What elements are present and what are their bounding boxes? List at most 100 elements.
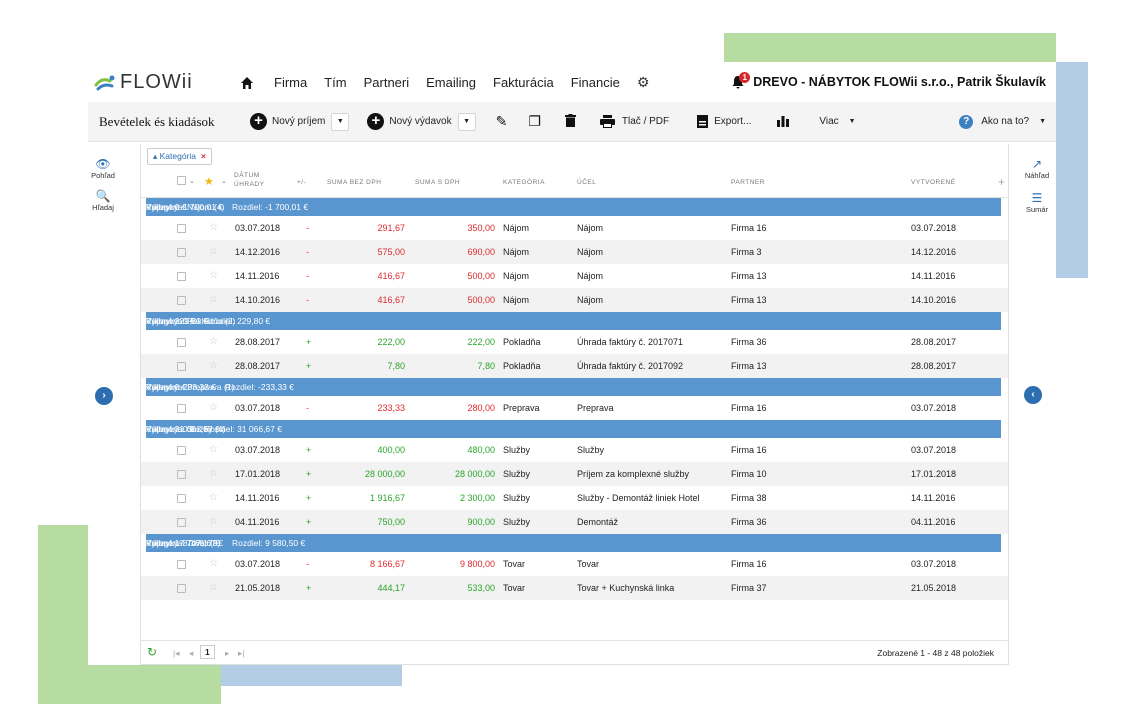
row-checkbox[interactable] (177, 560, 186, 569)
copy-icon[interactable]: ❐ (528, 113, 541, 129)
select-all-checkbox[interactable] (177, 176, 186, 185)
more-dropdown[interactable]: Viac ▼ (819, 116, 855, 127)
trash-icon[interactable] (564, 113, 576, 130)
help-button[interactable]: ? Ako na to? ▼ (959, 114, 1046, 129)
row-checkbox[interactable] (177, 518, 186, 527)
group-header-row[interactable]: Kategória: Preprava (1) Príjmy: 0 € Výdavk… (146, 378, 1001, 396)
page-number-input[interactable]: 1 (200, 645, 215, 659)
gear-icon[interactable]: ⚙ (636, 74, 650, 90)
table-row[interactable]: ☆ 04.11.2016 +750,00 900,00 Služby Demontáž Fi… (141, 510, 1008, 534)
edit-pencil-icon[interactable]: ✎ (495, 113, 508, 129)
column-header-gross[interactable]: SUMA S DPH (415, 179, 461, 186)
table-row[interactable]: ☆ 17.01.2018 +28 000,00 28 000,00 Služby Príj… (141, 462, 1008, 486)
print-pdf-button[interactable]: Tlač / PDF (599, 115, 669, 128)
nav-item-partneri[interactable]: Partneri (363, 75, 410, 90)
company-switcher[interactable]: 1 DREVO - NÁBYTOK FLOWii s.r.o., Patrik … (730, 72, 1046, 90)
category: Nájom (503, 271, 530, 281)
star-filter-icon[interactable]: ★ (204, 176, 215, 188)
table-row[interactable]: ☆ 28.08.2017 +7,80 7,80 Pokladňa Úhrada faktú… (141, 354, 1008, 378)
star-icon[interactable]: ☆ (209, 468, 218, 479)
star-icon[interactable]: ☆ (209, 336, 218, 347)
star-icon[interactable]: ☆ (209, 294, 218, 305)
column-header-purpose[interactable]: ÚČEL (577, 179, 597, 186)
summary-button[interactable]: ☰ Sumár (1022, 192, 1052, 215)
table-row[interactable]: ☆ 14.12.2016 - 575,00 690,00 Nájom Nájom Firma … (141, 240, 1008, 264)
next-page-icon[interactable]: ▸ (225, 648, 230, 658)
star-icon[interactable]: ☆ (209, 444, 218, 455)
table-row[interactable]: ☆ 03.07.2018 - 233,33 280,00 Preprava Preprava… (141, 396, 1008, 420)
search-button[interactable]: 🔍 Hľadaj (88, 190, 118, 213)
column-header-category[interactable]: KATEGÓRIA (503, 179, 545, 186)
chevron-down-icon[interactable]: ⌄ (189, 178, 196, 185)
home-icon[interactable] (240, 76, 254, 90)
row-checkbox[interactable] (177, 296, 186, 305)
star-icon[interactable]: ☆ (209, 492, 218, 503)
new-income-dropdown-button[interactable]: ▼ (331, 112, 350, 131)
star-icon[interactable]: ☆ (209, 270, 218, 281)
payment-date: 04.11.2016 (235, 517, 280, 527)
star-icon[interactable]: ☆ (209, 582, 218, 593)
row-checkbox[interactable] (177, 362, 186, 371)
star-icon[interactable]: ☆ (209, 558, 218, 569)
table-row[interactable]: ☆ 21.05.2018 +444,17 533,00 Tovar Tovar + Kuc… (141, 576, 1008, 600)
star-icon[interactable]: ☆ (209, 222, 218, 233)
close-icon[interactable]: × (201, 150, 206, 161)
preview-button[interactable]: ↗ Náhľad (1022, 158, 1052, 181)
bar-chart-icon[interactable] (777, 114, 790, 130)
created-date: 14.11.2016 (911, 271, 956, 281)
expand-left-button[interactable]: › (95, 387, 113, 405)
column-header-created[interactable]: VYTVORENÉ (911, 179, 956, 186)
table-row[interactable]: ☆ 03.07.2018 +400,00 480,00 Služby Služby Firm… (141, 438, 1008, 462)
refresh-icon[interactable]: ↻ (147, 645, 158, 659)
table-row[interactable]: ☆ 03.07.2018 - 8 166,67 9 800,00 Tovar Tovar Fi… (141, 552, 1008, 576)
first-page-icon[interactable]: |◂ (173, 648, 180, 658)
nav-item-tim[interactable]: Tím (324, 75, 347, 90)
column-header-sign[interactable]: +/- (297, 179, 307, 186)
logo[interactable]: FLOWii (94, 69, 193, 95)
row-checkbox[interactable] (177, 338, 186, 347)
nav-item-fakturacia[interactable]: Fakturácia (493, 75, 554, 90)
column-header-date[interactable]: DÁTUM ÚHRADY (234, 172, 265, 188)
row-checkbox[interactable] (177, 248, 186, 257)
add-column-icon[interactable]: + (998, 175, 1006, 189)
category: Služby (503, 493, 531, 503)
group-header-row[interactable]: Kategória: Služby (4) Príjmy: 31 066,67 €… (146, 420, 1001, 438)
nav-item-financie[interactable]: Financie (570, 75, 620, 90)
row-checkbox[interactable] (177, 224, 186, 233)
new-income-button[interactable]: + Nový príjem (250, 113, 325, 130)
star-icon[interactable]: ☆ (209, 402, 218, 413)
table-row[interactable]: ☆ 28.08.2017 +222,00 222,00 Pokladňa Úhrada f… (141, 330, 1008, 354)
group-header-row[interactable]: Kategória: Pokladňa (2) Príjmy: 229,80 € V… (146, 312, 1001, 330)
group-header-row[interactable]: Kategória: Tovar (9) Príjmy: 17 747,17 € V… (146, 534, 1001, 552)
row-checkbox[interactable] (177, 470, 186, 479)
table-row[interactable]: ☆ 14.10.2016 - 416,67 500,00 Nájom Nájom Firma … (141, 288, 1008, 312)
prev-page-icon[interactable]: ◂ (189, 648, 194, 658)
group-expense: Výdavky: 0 € (146, 424, 195, 434)
new-expense-button[interactable]: + Nový výdavok (367, 113, 452, 130)
star-icon[interactable]: ☆ (209, 246, 218, 257)
star-icon[interactable]: ☆ (209, 360, 218, 371)
row-checkbox[interactable] (177, 494, 186, 503)
column-header-net[interactable]: SUMA BEZ DPH (327, 179, 382, 186)
nav-item-emailing[interactable]: Emailing (426, 75, 476, 90)
export-button[interactable]: Export... (697, 115, 751, 128)
row-checkbox[interactable] (177, 584, 186, 593)
new-expense-dropdown-button[interactable]: ▼ (457, 112, 476, 131)
expand-right-button[interactable]: ‹ (1024, 386, 1042, 404)
nav-item-firma[interactable]: Firma (274, 75, 308, 90)
chevron-down-icon[interactable]: ⌄ (221, 178, 228, 185)
table-row[interactable]: ☆ 14.11.2016 - 416,67 500,00 Nájom Nájom Firma … (141, 264, 1008, 288)
notification-bell-icon[interactable]: 1 (730, 72, 751, 90)
row-checkbox[interactable] (177, 446, 186, 455)
last-page-icon[interactable]: ▸| (238, 648, 245, 658)
view-button[interactable]: 👁 Pohľad (88, 158, 118, 181)
table-row[interactable]: ☆ 14.11.2016 +1 916,67 2 300,00 Služby Služby… (141, 486, 1008, 510)
group-header-row[interactable]: Kategória: Nájom (4) Príjmy: 0 € Výdavky: … (146, 198, 1001, 216)
filter-chip-category[interactable]: ▴ Kategória × (147, 147, 212, 165)
row-checkbox[interactable] (177, 404, 186, 413)
partner: Firma 36 (731, 517, 767, 527)
column-header-partner[interactable]: PARTNER (731, 179, 765, 186)
row-checkbox[interactable] (177, 272, 186, 281)
table-row[interactable]: ☆ 03.07.2018 - 291,67 350,00 Nájom Nájom Firma … (141, 216, 1008, 240)
star-icon[interactable]: ☆ (209, 516, 218, 527)
